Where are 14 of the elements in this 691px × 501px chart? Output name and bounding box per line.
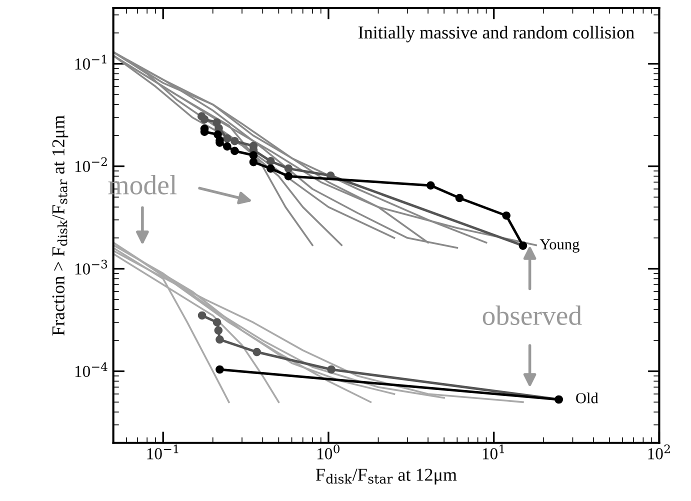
y-tick-label: 10$^{−3}$ [75, 260, 108, 275]
annotation: Old [576, 392, 598, 404]
annotation: Young [540, 239, 580, 253]
x-tick-label: 10$^{0}$ [318, 444, 340, 460]
annotation: observed [482, 306, 582, 326]
y-tick-label: 10$^{−4}$ [75, 362, 108, 378]
x-axis-title: F$_{disk}$/F$_{star}$ at 12μm [316, 468, 457, 485]
x-tick-label: 10$^{−1}$ [147, 444, 178, 460]
x-tick-label: 10$^{2}$ [648, 444, 670, 460]
text: Initially massive and random collision [358, 26, 634, 42]
y-tick-label: 10$^{−2}$ [75, 157, 107, 172]
y-tick-label: 10$^{−1}$ [75, 54, 106, 70]
y-axis-title: Fraction > F$_{disk}$/F$_{star}$ at 12μm [52, 115, 68, 336]
x-tick-label: 10$^{1}$ [482, 444, 504, 460]
